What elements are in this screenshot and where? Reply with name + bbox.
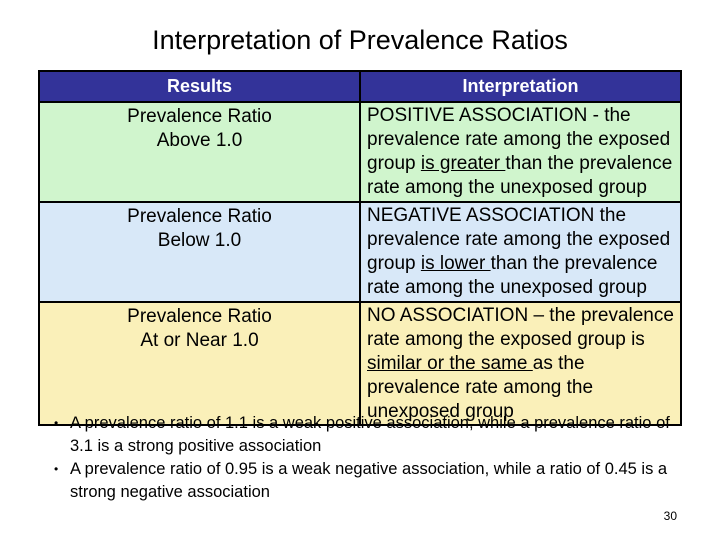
note-text: A prevalence ratio of 0.95 is a weak neg…	[70, 460, 668, 501]
result-cell: Prevalence Ratio Below 1.0	[38, 201, 361, 303]
underlined-phrase: is lower	[420, 253, 491, 274]
interpretation-table: Results Interpretation Prevalence Ratio …	[38, 70, 682, 426]
interp-text-after: as the prevalence rate among the unexpos…	[367, 353, 594, 422]
table-header-results: Results	[38, 70, 361, 103]
interp-text-before: NEGATIVE ASSOCIATION the prevalence rate…	[367, 205, 671, 274]
page-title: Interpretation of Prevalence Ratios	[152, 25, 568, 55]
table-header-row: Results Interpretation	[38, 70, 682, 103]
underlined-phrase: similar or the same	[367, 353, 533, 374]
bullet-icon: •	[54, 416, 59, 430]
underlined-phrase: is greater	[420, 153, 506, 174]
table-row-no-association: Prevalence Ratio At or Near 1.0 NO ASSOC…	[38, 301, 682, 426]
notes-list: • A prevalence ratio of 1.1 is a weak po…	[44, 412, 696, 504]
note-text: A prevalence ratio of 1.1 is a weak posi…	[70, 414, 670, 455]
list-item: • A prevalence ratio of 0.95 is a weak n…	[44, 458, 696, 504]
interp-text-after: than the prevalence rate among the unexp…	[367, 253, 658, 298]
table-row-positive: Prevalence Ratio Above 1.0 POSITIVE ASSO…	[38, 101, 682, 203]
interp-text-before: NO ASSOCIATION – the prevalence rate amo…	[367, 305, 674, 350]
result-cell: Prevalence Ratio At or Near 1.0	[38, 301, 361, 426]
table-header-interpretation: Interpretation	[359, 70, 682, 103]
bullet-icon: •	[54, 462, 59, 476]
page-number: 30	[663, 509, 677, 523]
result-cell: Prevalence Ratio Above 1.0	[38, 101, 361, 203]
list-item: • A prevalence ratio of 1.1 is a weak po…	[44, 412, 696, 458]
interpretation-cell: POSITIVE ASSOCIATION - the prevalence ra…	[359, 101, 682, 203]
interp-text-after: than the prevalence rate among the unexp…	[367, 153, 673, 198]
interp-text-before: POSITIVE ASSOCIATION - the prevalence ra…	[367, 105, 671, 174]
table-row-negative: Prevalence Ratio Below 1.0 NEGATIVE ASSO…	[38, 201, 682, 303]
interpretation-cell: NO ASSOCIATION – the prevalence rate amo…	[359, 301, 682, 426]
interpretation-cell: NEGATIVE ASSOCIATION the prevalence rate…	[359, 201, 682, 303]
